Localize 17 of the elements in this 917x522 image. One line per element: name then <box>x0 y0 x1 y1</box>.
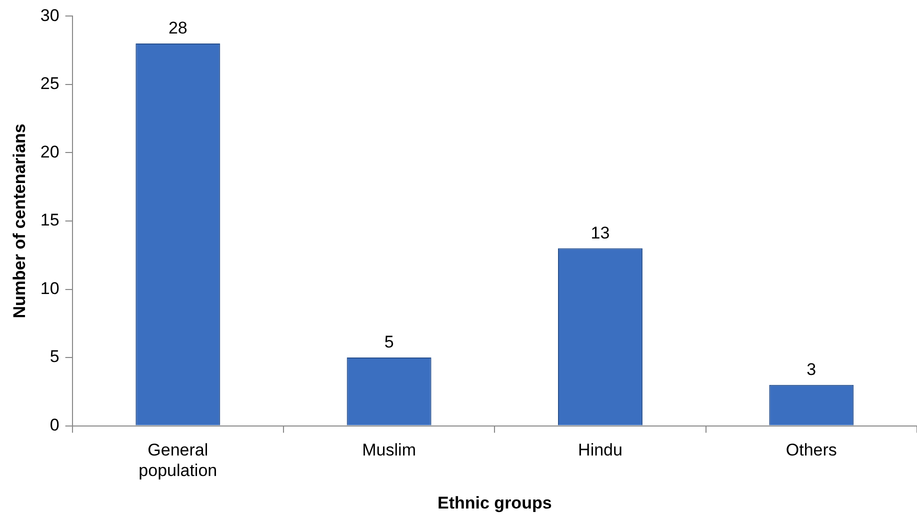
y-tick-label: 15 <box>40 210 60 230</box>
y-tick-label: 10 <box>40 278 60 298</box>
y-tick-label: 20 <box>40 142 60 162</box>
y-tick-label: 30 <box>40 6 60 25</box>
data-label: 5 <box>384 332 394 352</box>
x-axis-title: Ethnic groups <box>438 493 552 512</box>
x-tick-label: Hindu <box>578 440 622 460</box>
y-axis-title: Number of centenarians <box>10 124 29 318</box>
data-label: 13 <box>590 223 610 242</box>
y-tick-label: 0 <box>50 415 60 434</box>
y-tick-label: 5 <box>50 347 60 366</box>
data-label: 3 <box>806 360 816 380</box>
x-tick-label: General population <box>138 440 218 480</box>
data-label: 28 <box>168 18 188 38</box>
y-tick-label: 25 <box>40 74 60 94</box>
x-tick-label: Others <box>786 440 837 460</box>
x-tick-label: Muslim <box>362 440 416 460</box>
